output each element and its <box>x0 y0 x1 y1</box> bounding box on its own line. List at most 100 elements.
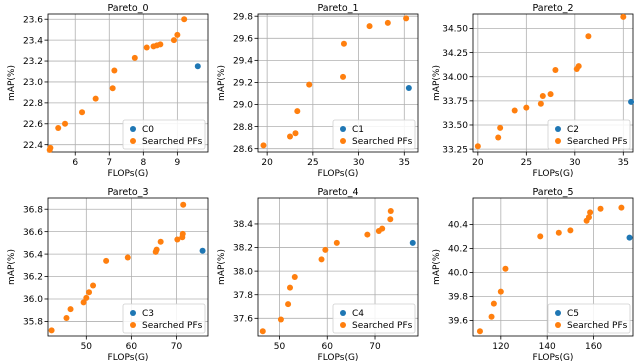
y-tick-label: 23.0 <box>23 78 43 88</box>
plot-frame <box>257 197 419 337</box>
subplot-title: Pareto_4 <box>318 187 359 198</box>
data-point-searched <box>387 207 394 214</box>
data-point-searched <box>511 107 518 114</box>
data-point-searched <box>537 233 544 240</box>
x-tick-label: 30 <box>569 158 581 168</box>
data-point-searched <box>585 33 592 40</box>
data-point-searched <box>260 142 267 149</box>
data-point-searched <box>539 93 546 100</box>
y-tick-label: 38.4 <box>233 220 253 230</box>
y-tick-label: 39.6 <box>448 317 468 327</box>
x-tick-label: 35 <box>618 158 629 168</box>
data-point-searched <box>366 23 373 30</box>
legend-marker <box>555 138 561 144</box>
y-tick-label: 34.00 <box>442 73 468 83</box>
data-point-searched <box>575 63 582 70</box>
y-tick-label: 29.6 <box>233 34 253 44</box>
legend-marker <box>555 126 561 132</box>
x-axis-label: FLOPs(G) <box>108 353 149 363</box>
legend-label: Searched PFs <box>567 137 628 147</box>
x-tick-label: 160 <box>585 342 602 352</box>
y-tick-label: 36.2 <box>23 273 43 283</box>
y-tick-label: 36.6 <box>23 228 43 238</box>
x-axis-label: FLOPs(G) <box>533 353 574 363</box>
y-tick-label: 33.50 <box>442 121 468 131</box>
x-tick-label: 20 <box>261 158 273 168</box>
y-tick-label: 28.8 <box>233 123 253 133</box>
legend-box <box>122 119 206 150</box>
subplot-title: Pareto_3 <box>108 187 149 198</box>
x-tick-label: 9 <box>174 158 180 168</box>
data-point-searched <box>340 40 347 47</box>
data-point-searched <box>291 274 298 281</box>
legend-marker <box>340 138 346 144</box>
x-tick-label: 20 <box>472 158 484 168</box>
y-tick-label: 28.6 <box>233 145 253 155</box>
y-tick-label: 35.8 <box>23 318 43 328</box>
data-point-searched <box>83 294 90 301</box>
data-point-reference <box>409 239 416 246</box>
plot-frame <box>472 197 634 337</box>
data-point-searched <box>179 230 186 237</box>
subplot-0: 6 7 8 9 22.4 22.6 22.8 23.0 23.2 23.4 23.6 Pareto_0… <box>7 3 209 179</box>
data-point-searched <box>62 120 69 127</box>
y-tick-label: 29.4 <box>233 57 253 67</box>
subplot-4: 50 60 70 37.6 37.8 38.0 38.2 38.4 Pareto_4 FLOPs(… <box>217 187 419 363</box>
data-point-searched <box>92 95 99 102</box>
y-tick-label: 36.8 <box>23 205 43 215</box>
x-tick-label: 60 <box>322 342 334 352</box>
data-point-searched <box>387 216 394 223</box>
x-tick-label: 140 <box>539 342 556 352</box>
legend-marker <box>130 138 136 144</box>
data-point-searched <box>259 328 266 335</box>
subplot-3: 50 60 70 35.8 36.0 36.2 36.4 36.6 36.8 Pareto_3 FL… <box>7 187 209 363</box>
legend-label: C5 <box>567 309 579 319</box>
y-tick-label: 29.0 <box>233 101 253 111</box>
plot-frame <box>47 197 209 337</box>
subplot-2: 20 25 30 35 33.25 33.50 33.75 34.00 34.25 34.50 Pa… <box>432 3 634 179</box>
y-tick-label: 39.8 <box>448 293 468 303</box>
plot-frame <box>257 13 419 153</box>
data-point-searched <box>537 100 544 107</box>
data-point-reference <box>194 63 201 70</box>
data-point-searched <box>287 133 293 140</box>
data-point-searched <box>111 67 118 74</box>
data-point-reference <box>628 98 634 105</box>
data-point-searched <box>379 225 386 232</box>
x-tick-label: 30 <box>353 158 365 168</box>
legend-marker <box>555 322 561 328</box>
legend-marker <box>340 322 346 328</box>
data-point-searched <box>567 227 574 234</box>
data-point-searched <box>103 257 110 264</box>
data-point-searched <box>109 85 116 92</box>
data-point-searched <box>48 327 55 334</box>
x-tick-label: 50 <box>274 342 286 352</box>
legend-label: C3 <box>142 309 154 319</box>
subplot-title: Pareto_2 <box>533 3 574 14</box>
data-point-searched <box>474 143 481 150</box>
y-axis-label: mAP(%) <box>217 65 227 101</box>
x-tick-label: 25 <box>307 158 318 168</box>
legend-box <box>122 303 206 334</box>
legend-box <box>547 303 631 334</box>
data-point-reference <box>405 84 412 91</box>
subplot-1: 20 25 30 35 28.6 28.8 29.0 29.2 29.4 29.6 29.8 Pare… <box>217 3 419 179</box>
y-tick-label: 38.2 <box>233 244 253 254</box>
data-point-searched <box>174 31 181 38</box>
y-tick-label: 40.2 <box>448 245 468 255</box>
y-tick-label: 40.0 <box>448 269 468 279</box>
y-axis-label: mAP(%) <box>7 249 17 285</box>
legend-marker <box>340 310 346 316</box>
x-tick-label: 70 <box>369 342 381 352</box>
data-point-searched <box>79 109 86 116</box>
y-tick-label: 34.50 <box>442 25 468 35</box>
y-axis-label: mAP(%) <box>432 249 442 285</box>
data-point-searched <box>555 229 562 236</box>
y-tick-label: 23.2 <box>23 57 43 67</box>
data-point-searched <box>318 256 325 263</box>
data-point-searched <box>476 328 483 335</box>
data-point-searched <box>333 239 340 246</box>
data-point-searched <box>292 130 299 137</box>
x-axis-label: FLOPs(G) <box>318 353 359 363</box>
